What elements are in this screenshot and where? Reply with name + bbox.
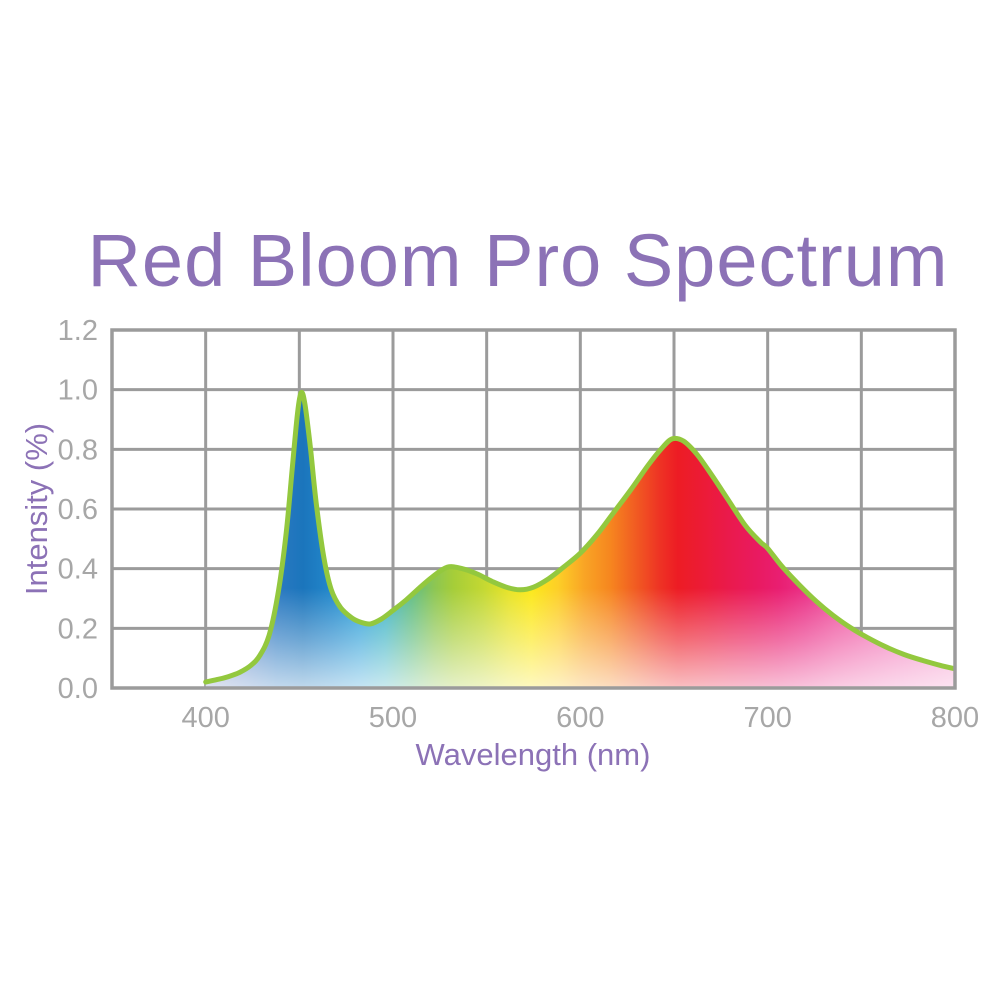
y-tick-label: 0.8 bbox=[58, 434, 98, 466]
x-tick-label: 500 bbox=[369, 702, 417, 734]
y-tick-label: 0.0 bbox=[58, 673, 98, 705]
x-tick-label: 600 bbox=[556, 702, 604, 734]
y-tick-label: 0.4 bbox=[58, 554, 98, 586]
chart-title: Red Bloom Pro Spectrum bbox=[87, 219, 949, 302]
y-tick-label: 1.2 bbox=[58, 315, 98, 347]
spectrum-curve bbox=[203, 389, 955, 688]
spectrum-bottom-fade bbox=[205, 392, 955, 688]
y-tick-label: 0.2 bbox=[58, 613, 98, 645]
x-tick-label: 700 bbox=[743, 702, 791, 734]
spectrum-curve-outline bbox=[203, 389, 955, 685]
x-tick-label: 400 bbox=[181, 702, 229, 734]
axis-tick-labels: 0.0 0.2 0.4 0.6 0.8 1.0 1.2 400 500 600 700 800 bbox=[58, 315, 980, 734]
y-tick-label: 0.6 bbox=[58, 494, 98, 526]
y-axis-label: Intensity (%) bbox=[19, 422, 54, 596]
y-tick-label: 1.0 bbox=[58, 375, 98, 407]
grid-lines bbox=[112, 330, 955, 688]
plot-border bbox=[110, 328, 957, 690]
x-tick-label: 800 bbox=[931, 702, 979, 734]
x-axis-label: Wavelength (nm) bbox=[415, 737, 651, 772]
